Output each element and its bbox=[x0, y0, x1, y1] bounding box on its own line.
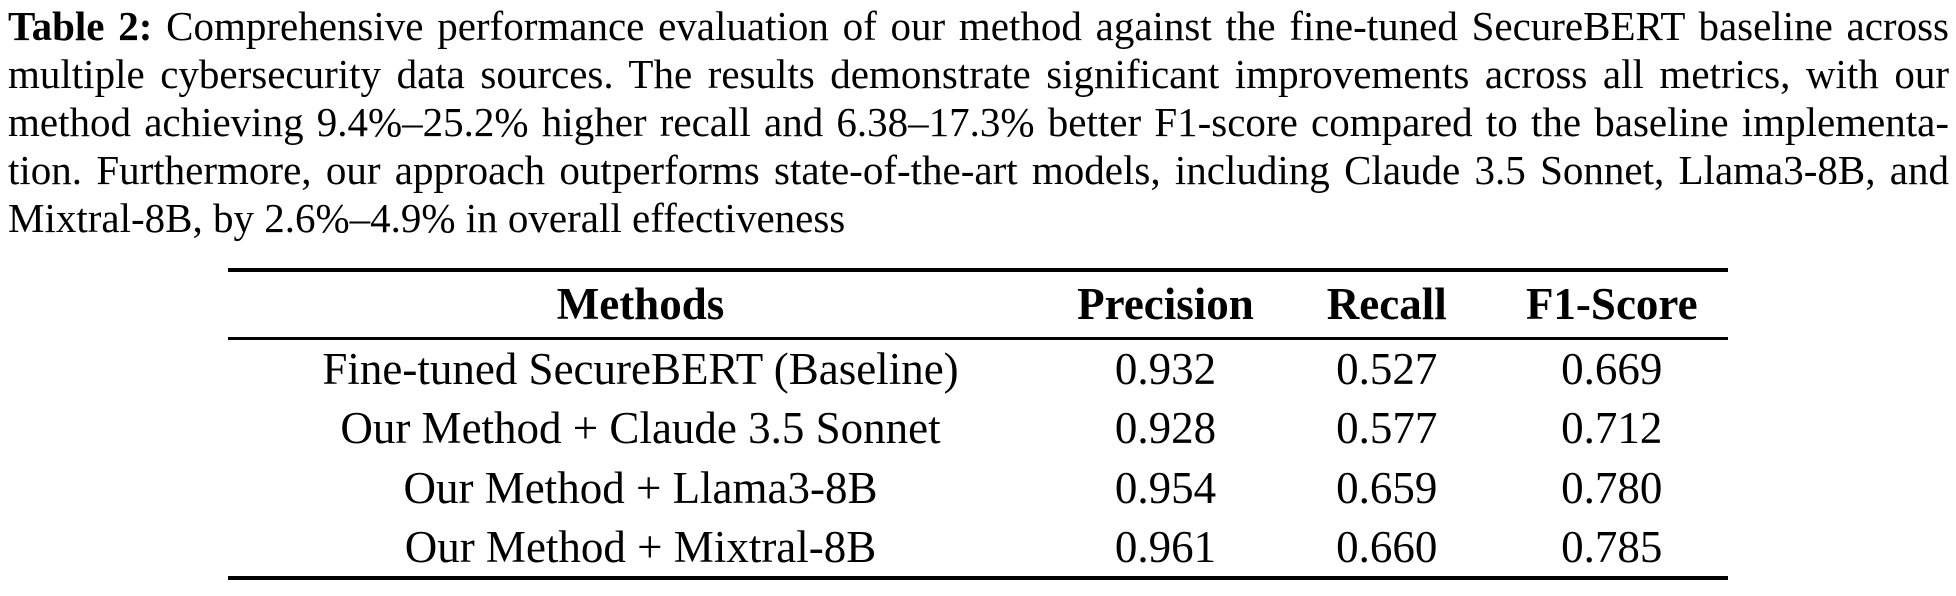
f1-cell: 0.669 bbox=[1561, 343, 1663, 394]
precision-cell: 0.932 bbox=[1114, 343, 1217, 394]
recall-cell: 0.527 bbox=[1336, 343, 1438, 394]
recall-cell: 0.660 bbox=[1278, 518, 1496, 580]
recall-cell: 0.577 bbox=[1336, 403, 1438, 453]
caption-line-3: method achieving 9.4%–25.2% higher recal… bbox=[8, 99, 1949, 145]
f1-cell: 0.780 bbox=[1561, 463, 1663, 513]
caption-line-5: Mixtral-8B, by 2.6%–4.9% in overall effe… bbox=[8, 195, 846, 241]
recall-cell: 0.659 bbox=[1336, 463, 1438, 513]
caption-line-1-text: Comprehensive performance evaluation of … bbox=[166, 3, 1949, 49]
caption-line-1: Table 2: Comprehensive performance evalu… bbox=[8, 2, 1949, 50]
results-table-container: Methods Precision Recall F1-Score Fine-t… bbox=[228, 268, 1728, 580]
precision-cell: 0.961 bbox=[1053, 518, 1278, 580]
caption-line-2: multiple cybersecurity data sources. The… bbox=[8, 51, 1949, 97]
precision-cell: 0.954 bbox=[1114, 463, 1217, 513]
column-header-precision: Precision bbox=[1053, 268, 1278, 340]
table-row: Fine-tuned SecureBERT (Baseline) 0.932 0… bbox=[228, 338, 1728, 398]
results-table: Methods Precision Recall F1-Score Fine-t… bbox=[228, 268, 1728, 580]
caption-line-4: tion. Furthermore, our approach outperfo… bbox=[8, 147, 1949, 193]
caption-label: Table 2: bbox=[8, 3, 153, 49]
precision-cell: 0.928 bbox=[1114, 403, 1217, 453]
table-header-row: Methods Precision Recall F1-Score bbox=[228, 268, 1728, 340]
method-cell: Our Method + Claude 3.5 Sonnet bbox=[340, 403, 941, 453]
table-caption: Table 2: Comprehensive performance evalu… bbox=[8, 2, 1949, 242]
column-header-methods: Methods bbox=[228, 268, 1053, 340]
table-row: Our Method + Claude 3.5 Sonnet 0.928 0.5… bbox=[228, 398, 1728, 458]
method-cell: Fine-tuned SecureBERT (Baseline) bbox=[322, 343, 959, 394]
f1-cell: 0.712 bbox=[1561, 403, 1663, 453]
method-cell: Our Method + Mixtral-8B bbox=[228, 518, 1053, 580]
table-row: Our Method + Llama3-8B 0.954 0.659 0.780 bbox=[228, 458, 1728, 518]
method-cell: Our Method + Llama3-8B bbox=[403, 463, 878, 513]
f1-cell: 0.785 bbox=[1495, 518, 1728, 580]
column-header-f1-score: F1-Score bbox=[1495, 268, 1728, 340]
column-header-recall: Recall bbox=[1278, 268, 1496, 340]
table-row: Our Method + Mixtral-8B 0.961 0.660 0.78… bbox=[228, 518, 1728, 580]
